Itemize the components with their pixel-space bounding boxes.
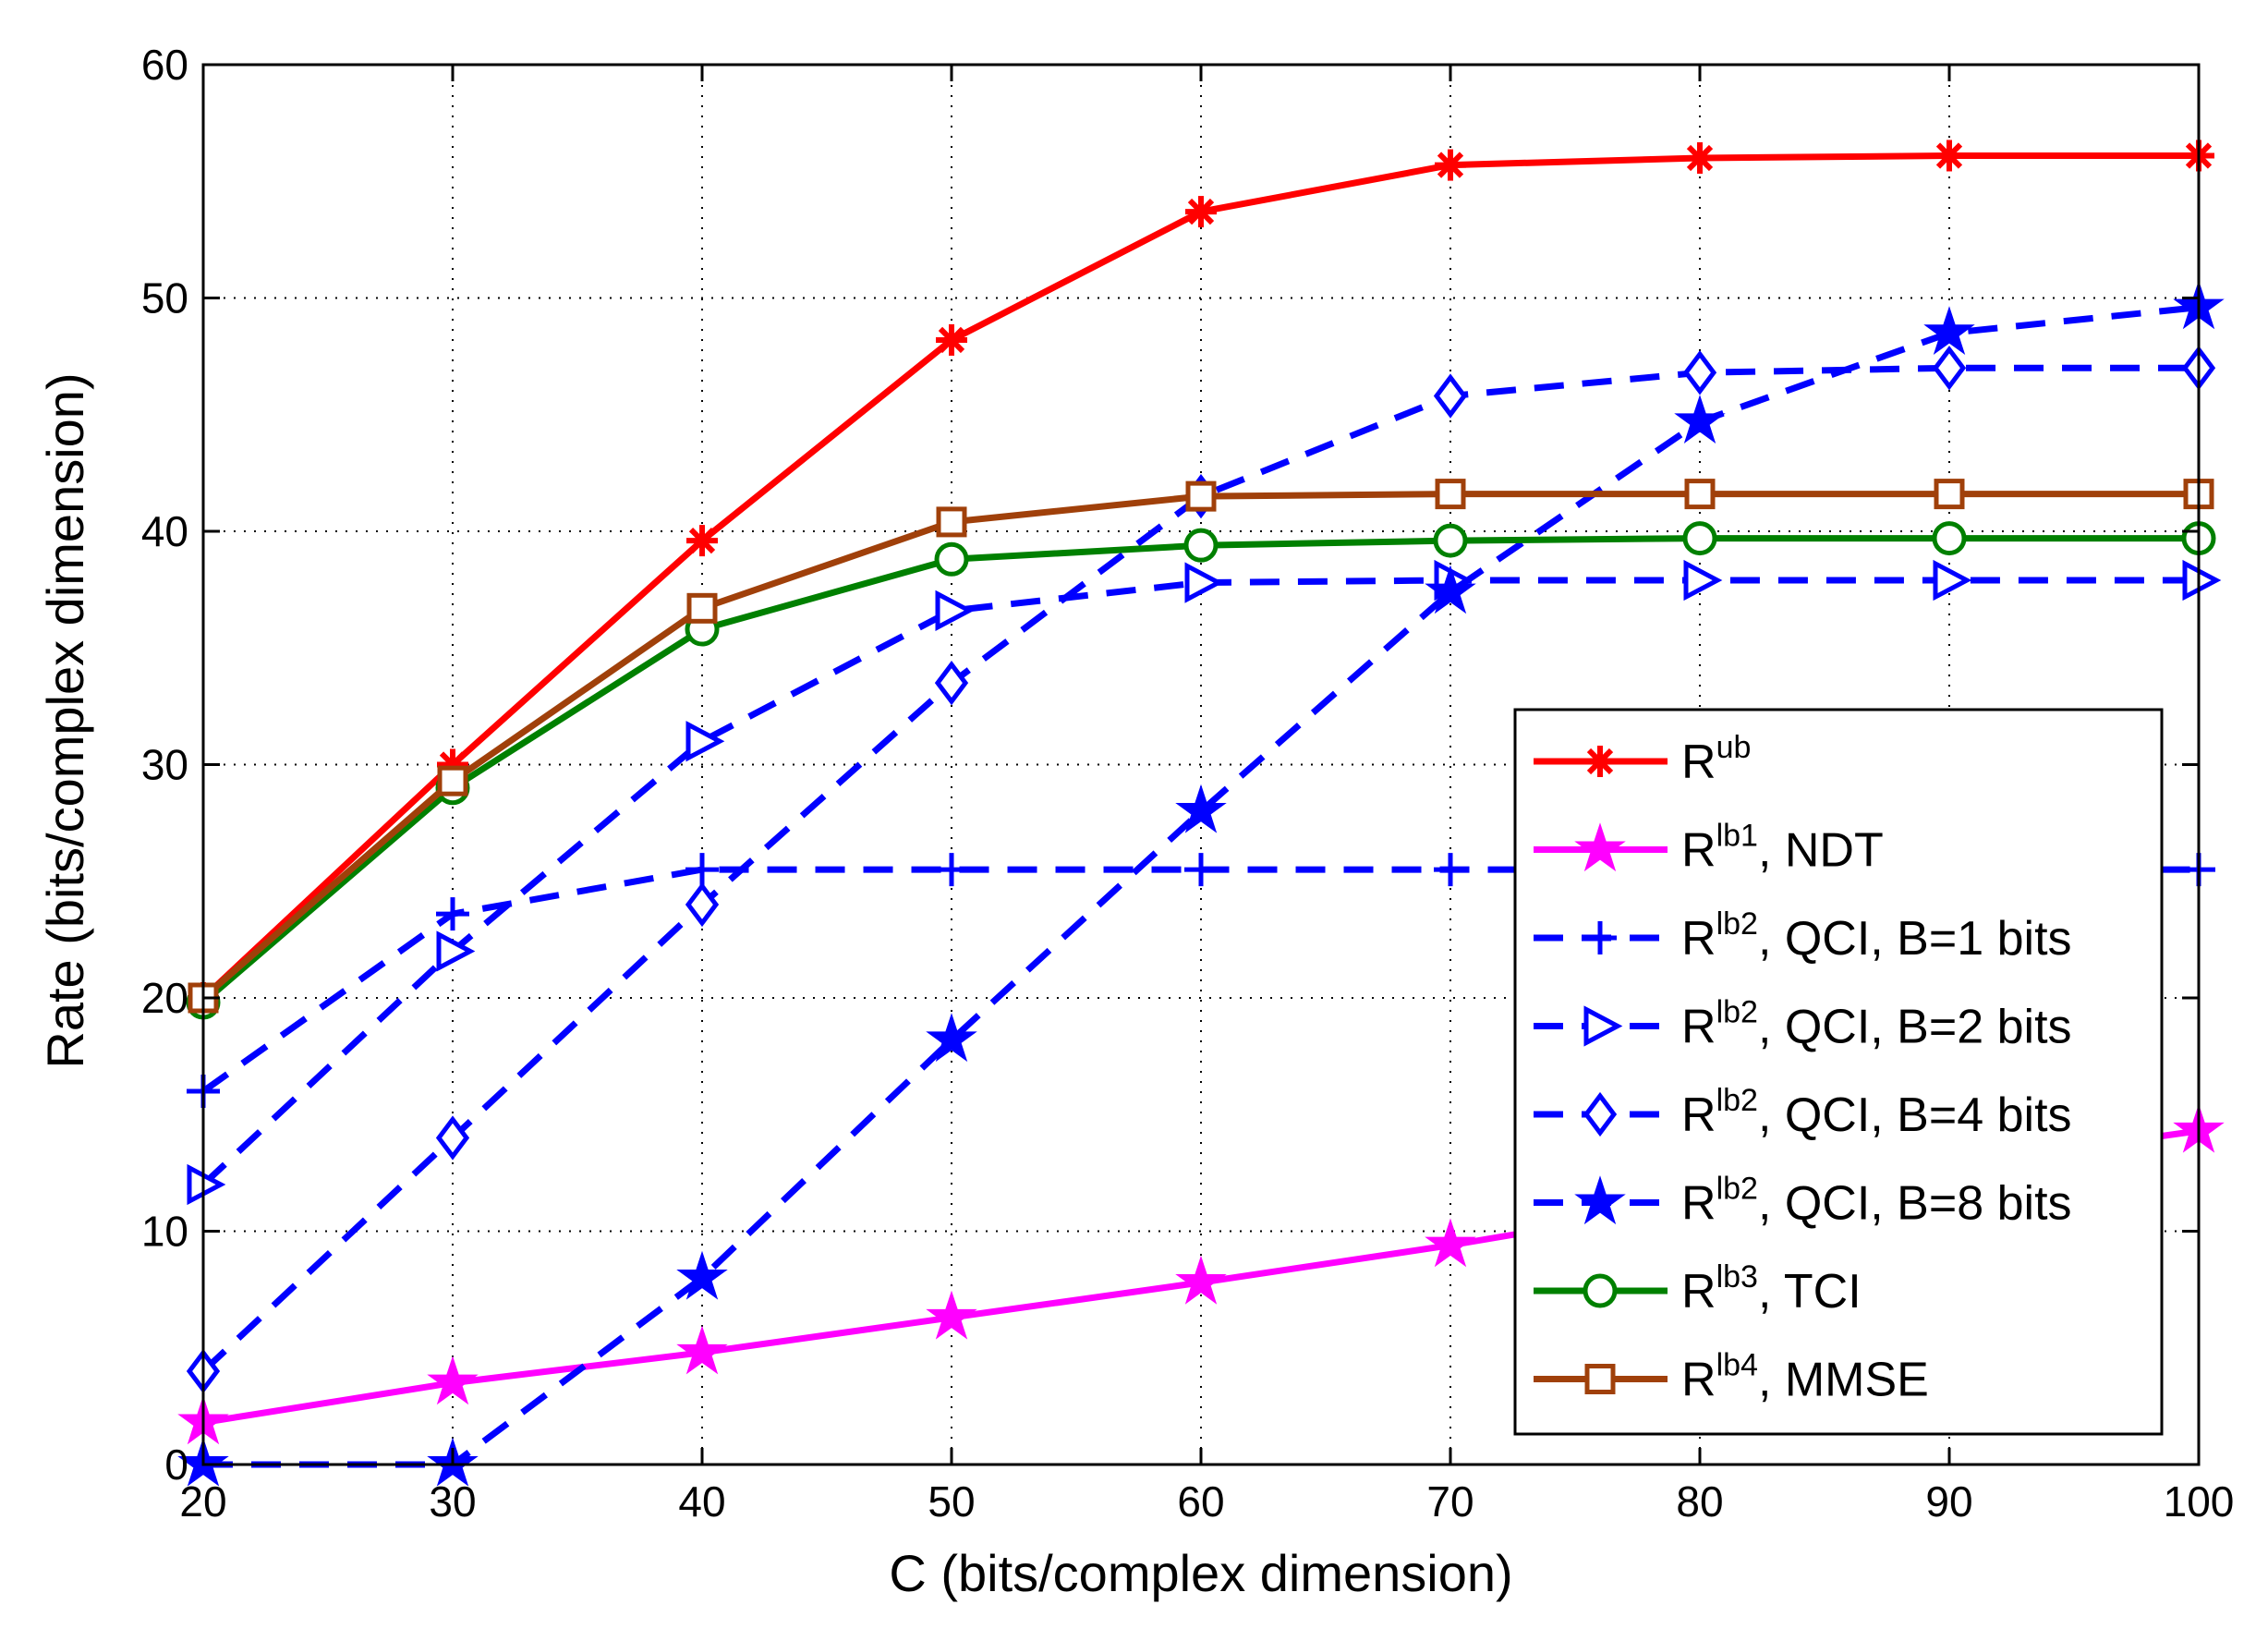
y-tick-label: 20 (141, 974, 188, 1022)
series-layer (177, 140, 2225, 1487)
data-point (1434, 853, 1467, 887)
data-point (685, 853, 719, 887)
data-point (926, 1013, 977, 1063)
y-tick-label: 30 (141, 741, 188, 789)
data-point (1425, 1218, 1476, 1268)
data-point (936, 323, 967, 356)
data-point (1934, 140, 1965, 172)
legend-entry: Rlb1, NDT (1534, 819, 1884, 878)
data-point (685, 881, 720, 928)
data-point (686, 592, 718, 624)
x-tick-label: 80 (1676, 1477, 1723, 1526)
legend-box (1513, 708, 2164, 1436)
data-point (1183, 528, 1219, 563)
data-point (926, 1290, 977, 1340)
data-point (1683, 559, 1723, 602)
data-point (1184, 562, 1224, 603)
legend-label: Rlb3, TCI (1681, 1259, 1862, 1319)
legend-marker (1583, 1091, 1618, 1137)
x-tick-label: 40 (678, 1477, 725, 1526)
data-point (934, 541, 969, 577)
data-point (1435, 149, 1466, 181)
data-point (187, 1163, 226, 1206)
x-tick-label: 30 (429, 1477, 476, 1526)
y-tick-label: 60 (141, 41, 188, 89)
data-point (936, 506, 967, 538)
y-tick-label: 0 (164, 1440, 188, 1489)
x-tick-label: 70 (1426, 1477, 1474, 1526)
x-tick-label: 90 (1925, 1477, 1972, 1526)
legend-entry: Rlb4, MMSE (1534, 1348, 1929, 1407)
y-axis-label: Rate (bits/complex dimension) (36, 372, 94, 1068)
legend-marker (1584, 1364, 1616, 1394)
data-point (435, 1115, 470, 1161)
data-point (1175, 1255, 1227, 1305)
data-point (1425, 565, 1476, 614)
data-point (1684, 142, 1716, 174)
data-point (427, 1355, 479, 1405)
data-point (1682, 350, 1717, 395)
legend-label: Rlb1, NDT (1681, 819, 1884, 878)
x-axis-label: C (bits/complex dimension) (889, 1544, 1512, 1602)
data-point (2182, 559, 2222, 602)
data-point (1433, 373, 1468, 419)
data-point (1932, 346, 1967, 391)
data-point (1932, 521, 1967, 556)
data-point (1674, 395, 1726, 444)
legend-entry: Rlb2, QCI, B=1 bits (1534, 906, 2072, 966)
legend-marker (1574, 1175, 1626, 1225)
data-point (1184, 853, 1218, 887)
legend-marker (1574, 822, 1626, 872)
series-line (200, 577, 2199, 1187)
legend-marker (1583, 921, 1617, 954)
data-point (1175, 784, 1227, 833)
legend-label: Rlb4, MMSE (1681, 1348, 1929, 1407)
data-point (1923, 306, 1975, 355)
data-point (685, 721, 725, 762)
legend-marker (1584, 746, 1616, 777)
data-point (1435, 479, 1466, 510)
data-point (1433, 523, 1468, 558)
data-point (935, 590, 975, 632)
data-point (437, 765, 468, 796)
legend-marker (1583, 1005, 1623, 1047)
data-point (676, 1250, 728, 1300)
x-tick-label: 100 (2164, 1477, 2235, 1526)
data-point (676, 1325, 728, 1375)
data-point (1684, 479, 1716, 510)
data-point (1933, 559, 1972, 602)
legend-entry: Rlb3, TCI (1534, 1259, 1862, 1319)
ticks: 20 30 40 50 60 70 80 90 100 0 10 20 30 40 50 60 (141, 41, 2235, 1526)
data-point (686, 525, 718, 557)
data-point (935, 853, 968, 887)
x-tick-label: 50 (928, 1477, 975, 1526)
series-5 (177, 280, 2225, 1487)
legend-label: Rlb2, QCI, B=1 bits (1681, 906, 2072, 966)
series-line (200, 364, 2199, 1374)
y-tick-label: 10 (141, 1208, 188, 1256)
data-point (436, 930, 476, 972)
y-tick-label: 40 (141, 507, 188, 555)
data-point (1185, 480, 1217, 512)
series-line (203, 304, 2200, 1468)
legend-marker (1583, 1273, 1618, 1308)
x-tick-label: 20 (179, 1477, 226, 1526)
data-point (436, 897, 469, 931)
x-tick-label: 60 (1177, 1477, 1224, 1526)
data-point (1934, 479, 1965, 510)
y-tick-label: 50 (141, 274, 188, 322)
data-point (1682, 521, 1717, 556)
data-point (934, 660, 969, 706)
data-point (1185, 196, 1217, 228)
